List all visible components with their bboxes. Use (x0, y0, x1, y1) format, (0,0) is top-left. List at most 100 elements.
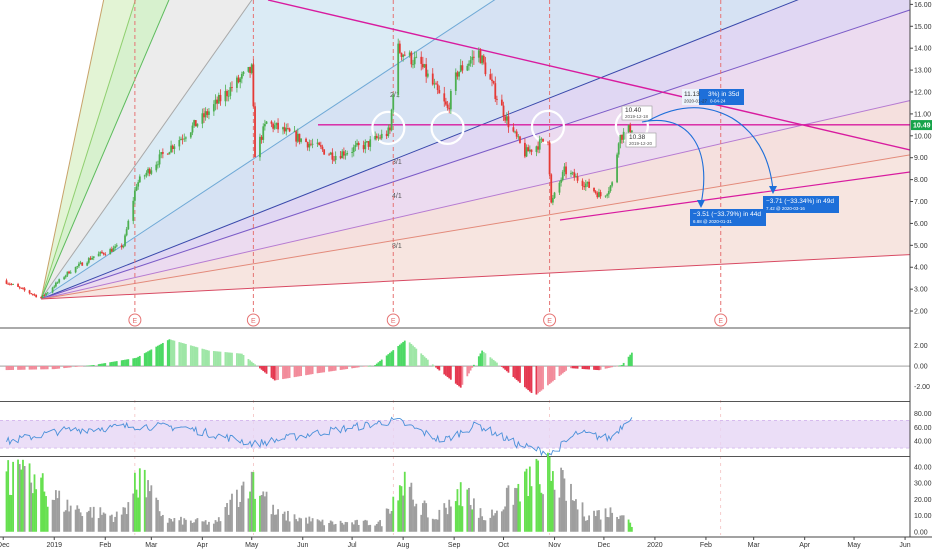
macd-bar (300, 366, 302, 377)
macd-bar (285, 366, 288, 379)
macd-bar (364, 366, 367, 367)
macd-bar (127, 359, 130, 367)
volume-bar (380, 526, 383, 532)
macd-bar (377, 362, 380, 367)
volume-bar (410, 482, 413, 532)
macd-bar (563, 366, 566, 373)
macd-bar (459, 366, 462, 388)
candle-body (41, 295, 44, 298)
candle-body (619, 134, 622, 144)
macd-bar (249, 360, 251, 367)
candle-body (469, 60, 472, 64)
macd-panel[interactable] (0, 330, 910, 402)
volume-bar (148, 491, 151, 532)
volume-bar (137, 497, 140, 532)
volume-bar (155, 497, 158, 532)
volume-bar (379, 520, 381, 532)
macd-bar (621, 365, 623, 367)
candle-body (607, 190, 610, 195)
candle-body (212, 104, 215, 112)
candle-body (86, 262, 89, 266)
volume-bar (617, 518, 620, 532)
candle-body (630, 130, 633, 133)
volume-bar (115, 511, 118, 532)
macd-bar (226, 352, 228, 367)
macd-bar (535, 366, 538, 395)
candle-body (138, 176, 141, 183)
candle-body (252, 64, 255, 107)
volume-bar (471, 509, 474, 532)
volume-bar (438, 509, 441, 532)
volume-panel[interactable] (5, 452, 633, 532)
volume-bar (528, 466, 531, 532)
candle-body (112, 247, 115, 252)
macd-bar (58, 366, 61, 369)
volume-bar (519, 501, 521, 532)
earnings-marker-label: E (547, 318, 552, 325)
macd-bar (155, 346, 158, 367)
rsi-panel[interactable] (0, 401, 910, 458)
projection-date: 7.42 @ 2020-03-16 (766, 206, 805, 211)
candle-body (621, 134, 623, 140)
volume-bar (81, 516, 84, 532)
macd-bar (183, 343, 186, 367)
macd-bar (81, 366, 84, 367)
volume-bar (581, 502, 584, 532)
macd-bar (456, 366, 459, 385)
macd-bar (466, 366, 469, 377)
candle-body (426, 73, 429, 77)
candle-body (250, 64, 253, 73)
candle-body (415, 56, 418, 58)
candle-body (249, 66, 251, 73)
macd-bar (147, 351, 149, 367)
macd-bar (242, 355, 245, 367)
candle-body (224, 90, 227, 102)
x-tick-label: May (847, 542, 861, 549)
candle-body (586, 181, 589, 184)
volume-bar (208, 521, 210, 532)
volume-bar (5, 471, 8, 532)
candle-body (150, 170, 153, 174)
volume-bar (189, 520, 192, 532)
macd-bar (260, 366, 263, 370)
candle-body (593, 187, 595, 192)
volume-bar (491, 509, 493, 532)
macd-bar (189, 345, 192, 367)
candle-body (471, 56, 474, 61)
volume-bar (466, 489, 469, 532)
macd-bar (181, 343, 184, 367)
macd-bar (341, 366, 344, 370)
macd-bar (171, 340, 174, 367)
macd-bar (102, 363, 105, 367)
volume-bar (178, 520, 181, 532)
volume-bar (517, 483, 520, 532)
candle-body (97, 253, 100, 257)
volume-bar (22, 459, 24, 532)
macd-bar (298, 366, 301, 377)
candle-body (458, 71, 460, 77)
macd-bar (616, 366, 618, 367)
volume-bar (507, 485, 510, 532)
volume-bar (318, 520, 321, 532)
candle-body (170, 145, 172, 153)
candle-body (512, 127, 515, 132)
candle-body (481, 55, 484, 64)
candle-body (226, 90, 228, 97)
candle-body (203, 113, 205, 118)
volume-bar (124, 507, 126, 532)
volume-bar (161, 514, 164, 532)
volume-bar (157, 499, 159, 532)
volume-bar (456, 489, 459, 532)
y-tick-label: 12.00 (914, 90, 932, 97)
volume-bar (166, 522, 169, 532)
macd-tick-label: 2.00 (914, 343, 928, 350)
macd-bar (415, 348, 418, 367)
candle-body (229, 87, 232, 96)
volume-bar (576, 509, 579, 532)
macd-bar (8, 366, 11, 371)
y-tick-label: 9.00 (914, 155, 928, 162)
volume-bar (341, 522, 344, 532)
macd-bar (7, 366, 10, 371)
